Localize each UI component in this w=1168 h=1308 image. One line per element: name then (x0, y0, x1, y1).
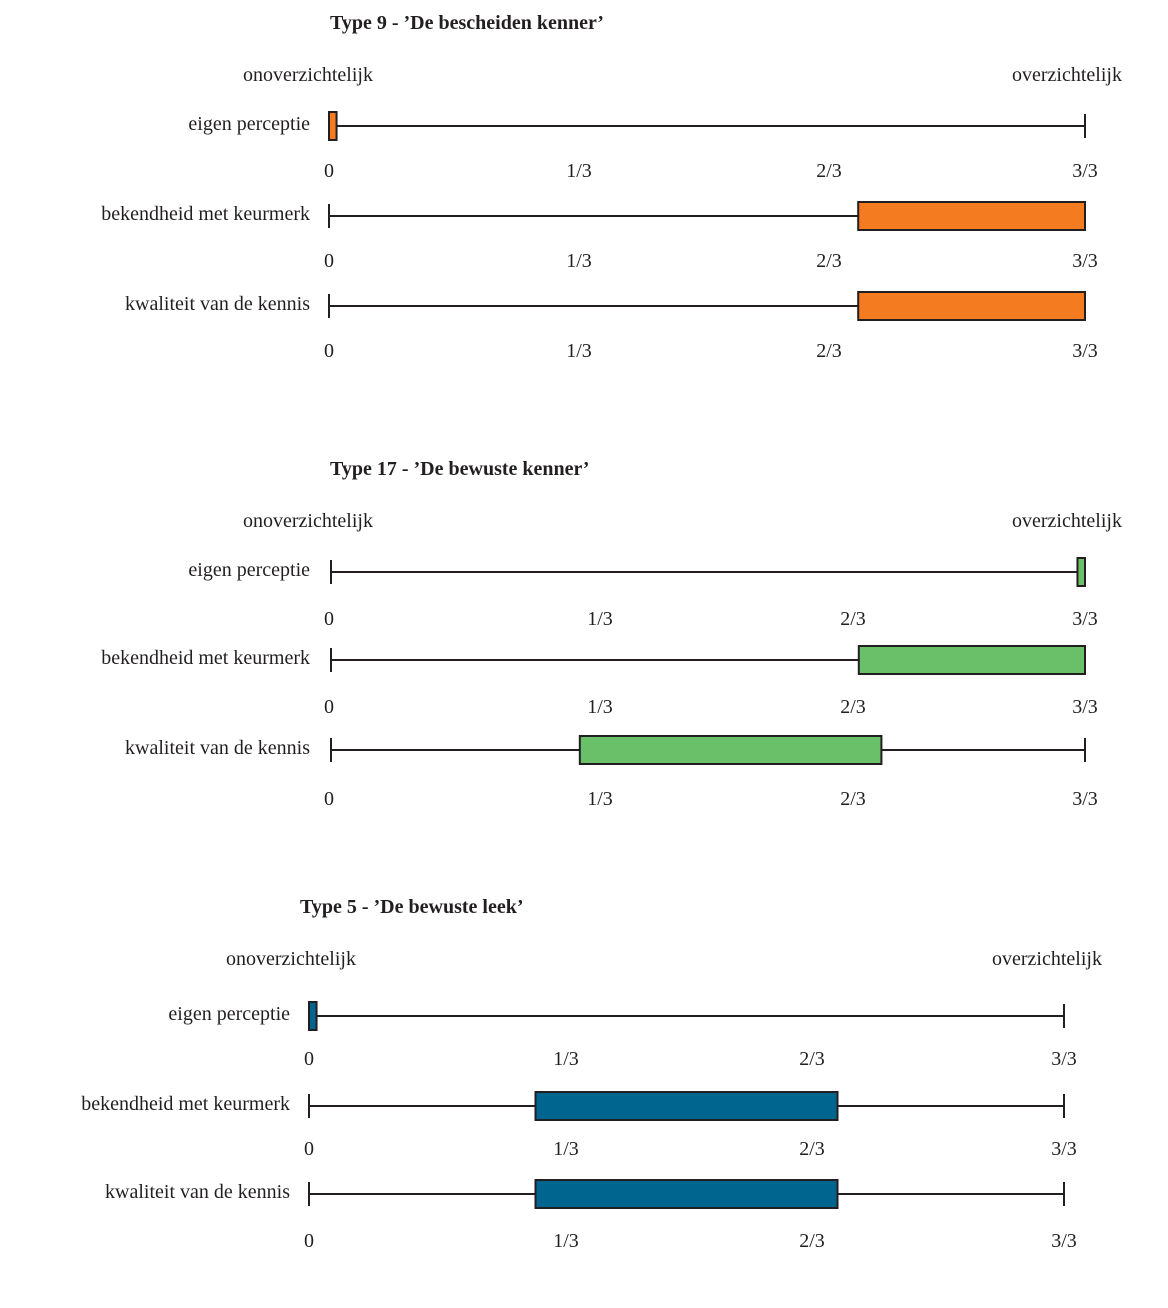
tick-label: 3/3 (1051, 1048, 1077, 1070)
tick-label: 0 (324, 696, 334, 718)
range-bar (857, 291, 1087, 321)
tick-label: 2/3 (799, 1138, 825, 1160)
right-end-label: overzichtelijk (1012, 64, 1122, 86)
tick-label: 1/3 (566, 160, 592, 182)
tick-label: 1/3 (566, 250, 592, 272)
left-end-label: onoverzichtelijk (243, 510, 373, 532)
scale-row (308, 1091, 1065, 1121)
scale-row (330, 735, 1086, 765)
range-bar (857, 645, 1086, 675)
tick-label: 3/3 (1051, 1138, 1077, 1160)
tick-label: 0 (304, 1230, 314, 1252)
tick-label: 1/3 (587, 788, 613, 810)
row-label: eigen perceptie (168, 1003, 290, 1025)
scale-row (330, 645, 1086, 675)
scale-row (308, 1001, 1065, 1031)
chart-panel-1: Type 9 - ’De bescheiden kenner’ onoverzic… (0, 0, 1168, 420)
tick-label: 1/3 (587, 696, 613, 718)
range-bar (308, 1001, 318, 1031)
tick-label: 2/3 (799, 1048, 825, 1070)
tick-label: 1/3 (553, 1048, 579, 1070)
tick-label: 2/3 (840, 608, 866, 630)
tick-label: 2/3 (840, 788, 866, 810)
scale-row (328, 291, 1087, 321)
chart-title: Type 9 - ’De bescheiden kenner’ (330, 12, 604, 34)
chart-title: Type 17 - ’De bewuste kenner’ (330, 458, 590, 480)
row-label: eigen perceptie (188, 113, 310, 135)
right-end-label: overzichtelijk (1012, 510, 1122, 532)
range-bar (534, 1179, 839, 1209)
range-bar (534, 1091, 839, 1121)
row-label: bekendheid met keurmerk (81, 1093, 290, 1115)
tick-label: 2/3 (799, 1230, 825, 1252)
scale-row (328, 111, 1086, 141)
tick-label: 1/3 (553, 1138, 579, 1160)
chart-svg-3 (308, 1001, 1065, 1209)
tick-label: 0 (324, 608, 334, 630)
tick-label: 3/3 (1072, 696, 1098, 718)
tick-label: 0 (324, 788, 334, 810)
tick-label: 0 (324, 160, 334, 182)
tick-label: 1/3 (587, 608, 613, 630)
scale-row (330, 557, 1086, 587)
row-label: bekendheid met keurmerk (101, 203, 310, 225)
tick-label: 1/3 (553, 1230, 579, 1252)
scale-row (308, 1179, 1065, 1209)
tick-label: 3/3 (1051, 1230, 1077, 1252)
scale-row (328, 201, 1087, 231)
row-label: bekendheid met keurmerk (101, 647, 310, 669)
left-end-label: onoverzichtelijk (243, 64, 373, 86)
tick-label: 2/3 (816, 250, 842, 272)
tick-label: 3/3 (1072, 608, 1098, 630)
chart-svg-2 (330, 557, 1086, 765)
tick-label: 0 (304, 1048, 314, 1070)
tick-label: 2/3 (840, 696, 866, 718)
chart-svg-1 (328, 111, 1087, 321)
chart-panel-2: Type 17 - ’De bewuste kenner’ onoverzicht… (0, 448, 1168, 868)
chart-title: Type 5 - ’De bewuste leek’ (300, 896, 524, 918)
left-end-label: onoverzichtelijk (226, 948, 356, 970)
range-bar (578, 735, 883, 765)
tick-label: 0 (324, 340, 334, 362)
row-label: kwaliteit van de kennis (125, 737, 310, 759)
row-label: kwaliteit van de kennis (125, 293, 310, 315)
tick-label: 0 (304, 1138, 314, 1160)
row-label: kwaliteit van de kennis (105, 1181, 290, 1203)
tick-label: 1/3 (566, 340, 592, 362)
row-label: eigen perceptie (188, 559, 310, 581)
right-end-label: overzichtelijk (992, 948, 1102, 970)
range-bar (328, 111, 338, 141)
tick-label: 3/3 (1072, 160, 1098, 182)
tick-label: 2/3 (816, 340, 842, 362)
tick-label: 2/3 (816, 160, 842, 182)
range-bar (1076, 557, 1086, 587)
tick-label: 3/3 (1072, 340, 1098, 362)
tick-label: 3/3 (1072, 788, 1098, 810)
tick-label: 3/3 (1072, 250, 1098, 272)
range-bar (857, 201, 1087, 231)
tick-label: 0 (324, 250, 334, 272)
chart-panel-3: Type 5 - ’De bewuste leek’ onoverzichteli… (0, 888, 1168, 1308)
